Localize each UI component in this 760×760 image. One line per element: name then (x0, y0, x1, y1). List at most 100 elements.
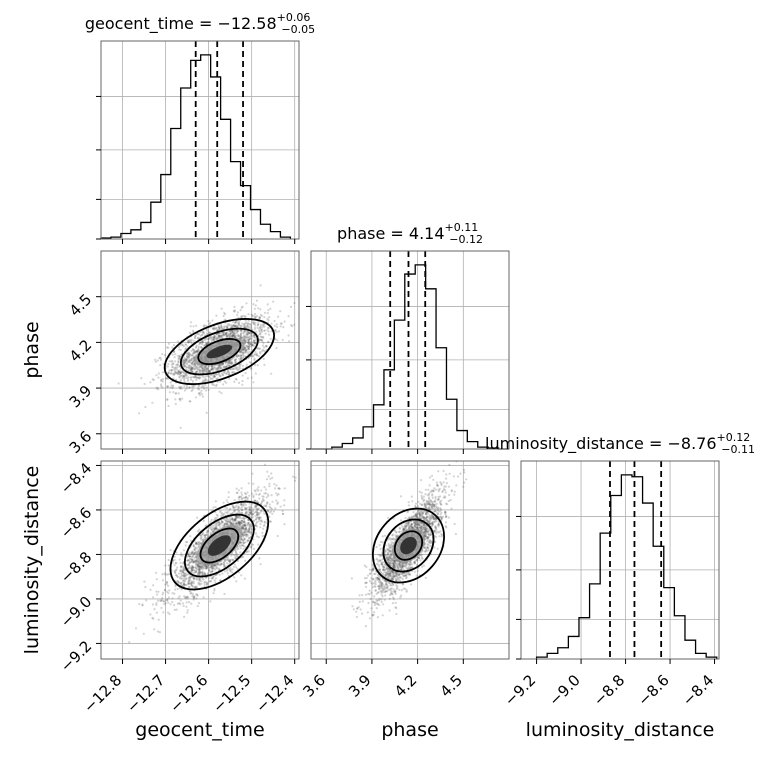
sample-point (247, 341, 250, 345)
sample-point (212, 530, 215, 533)
sample-point (177, 581, 180, 584)
sample-point (251, 515, 254, 519)
sample-point (157, 618, 160, 621)
sample-point (429, 533, 433, 536)
sample-point (215, 337, 218, 340)
sample-point (184, 343, 187, 346)
sample-point (420, 503, 423, 507)
sample-point (211, 577, 214, 580)
sample-point (188, 353, 191, 356)
sample-point (228, 334, 231, 337)
sample-point (193, 595, 196, 598)
sample-point (205, 365, 208, 368)
sample-point (164, 583, 167, 586)
sample-point (163, 600, 166, 603)
sample-point (216, 333, 219, 336)
sample-point (191, 348, 194, 351)
sample-point (260, 335, 263, 339)
sample-point (215, 336, 218, 339)
sample-point (182, 562, 185, 565)
sample-point (188, 361, 191, 364)
sample-point (193, 351, 196, 354)
sample-point (198, 377, 201, 380)
sample-point (242, 323, 245, 326)
sample-point (179, 348, 182, 351)
sample-point (198, 394, 202, 397)
sample-point (226, 520, 229, 524)
sample-point (160, 378, 163, 381)
sample-point (174, 562, 177, 565)
sample-point (226, 507, 229, 510)
sample-point (235, 325, 238, 329)
sample-point (235, 555, 238, 559)
sample-point (246, 513, 249, 516)
sample-point (240, 357, 243, 360)
sample-point (243, 323, 246, 326)
sample-point (191, 353, 194, 357)
sample-point (179, 575, 182, 578)
sample-point (191, 564, 194, 567)
sample-point (420, 491, 423, 494)
sample-point (155, 603, 158, 607)
sample-point (212, 338, 215, 341)
sample-point (168, 589, 171, 592)
sample-point (194, 551, 197, 554)
sample-point (253, 357, 256, 360)
sample-point (236, 333, 239, 336)
sample-point (219, 364, 222, 367)
sample-point (250, 527, 254, 531)
sample-point (231, 331, 234, 334)
sample-point (190, 357, 193, 360)
sample-point (258, 492, 261, 496)
sample-point (213, 375, 216, 378)
sample-point (172, 363, 175, 366)
sample-point (171, 597, 174, 600)
sample-point (254, 499, 257, 502)
sample-point (388, 597, 391, 601)
sample-point (251, 543, 254, 546)
sample-point (255, 314, 259, 318)
sample-point (250, 343, 253, 347)
sample-point (175, 372, 178, 375)
sample-point (407, 524, 410, 527)
sample-point (260, 489, 263, 492)
sample-point (149, 588, 152, 591)
sample-point (253, 342, 256, 345)
sample-point (238, 498, 241, 501)
sample-point (243, 537, 246, 540)
sample-point (207, 529, 210, 532)
sample-point (192, 577, 195, 580)
sample-point (229, 332, 232, 335)
sample-point (214, 367, 218, 370)
sample-point (187, 360, 190, 363)
sample-point (258, 338, 261, 342)
sample-point (186, 611, 189, 614)
sample-point (203, 366, 206, 370)
sample-point (178, 373, 181, 376)
sample-point (251, 513, 254, 516)
sample-point (205, 565, 208, 568)
sample-point (232, 331, 235, 335)
sample-point (187, 553, 190, 556)
sample-point (216, 567, 219, 570)
sample-point (435, 518, 438, 521)
sample-point (251, 543, 254, 546)
sample-point (219, 323, 223, 326)
sample-point (253, 323, 257, 327)
sample-point (276, 534, 279, 538)
sample-point (203, 387, 206, 390)
sample-point (210, 566, 213, 569)
sample-point (183, 615, 186, 619)
sample-point (197, 572, 200, 575)
sample-point (254, 304, 257, 307)
sample-point (205, 566, 208, 570)
sample-point (180, 581, 183, 585)
sample-point (220, 334, 223, 337)
sample-point (194, 571, 198, 574)
sample-point (223, 325, 226, 328)
sample-point (250, 332, 253, 335)
sample-point (246, 333, 249, 336)
sample-point (265, 345, 268, 348)
sample-point (210, 577, 213, 580)
sample-point (278, 487, 281, 490)
